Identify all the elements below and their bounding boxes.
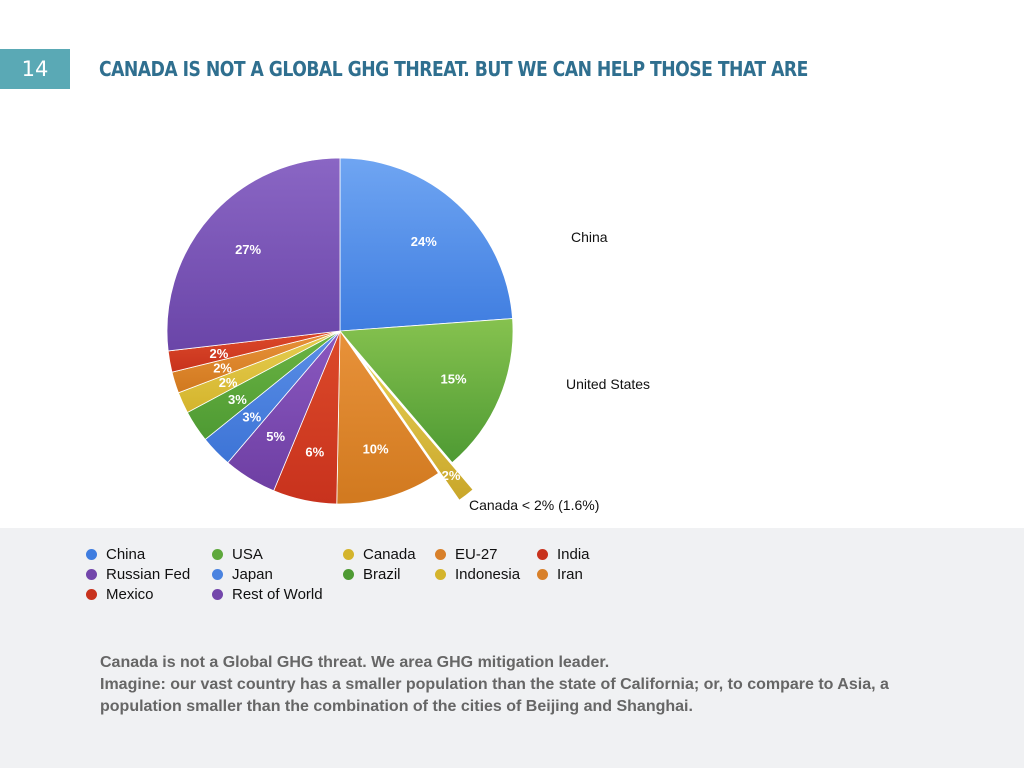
pie-slices [166,157,514,505]
legend-item-eu-27: EU-27 [435,545,537,563]
legend-item-china: China [86,545,212,563]
legend-label: Japan [232,565,273,583]
callout-united-states: United States [566,376,650,392]
pie-label-iran: 2% [213,361,232,376]
legend-swatch [212,548,223,560]
slide-title: CANADA IS NOT A GLOBAL GHG THREAT. BUT W… [99,57,808,81]
pie-slice-china [339,157,513,332]
pie-slice-rest-of-world [166,157,341,352]
callout-canada: Canada < 2% (1.6%) [469,497,599,513]
legend-item-mexico: Mexico [86,585,212,603]
legend-swatch [86,568,97,580]
legend-label: China [106,545,146,563]
pie-slice-canada [360,357,474,501]
legend-swatch [86,548,97,560]
legend-swatch [537,568,548,580]
pie-label-mexico: 2% [210,346,229,361]
footer-line-1: Canada is not a Global GHG threat. We ar… [100,654,610,671]
pie-slice-eu-27 [336,329,440,505]
legend-swatch [435,548,446,560]
legend-label: EU-27 [455,545,498,563]
legend-swatch [86,588,97,600]
footer-line-2: Imagine: our vast country has a smaller … [100,676,889,715]
legend-item-canada: Canada [343,545,435,563]
pie-label-china: 24% [411,234,437,249]
legend-item-usa: USA [212,545,343,563]
legend-item-japan: Japan [212,565,343,583]
legend-item-russian-fed: Russian Fed [86,565,212,583]
legend-label: Rest of World [232,585,323,603]
slide-number-badge: 14 [0,49,70,89]
legend-label: Iran [557,565,583,583]
bottom-panel [0,528,1024,768]
legend-label: Brazil [363,565,401,583]
pie-label-india: 6% [305,444,324,459]
legend-item-rest-of-world: Rest of World [212,585,343,603]
slide-number: 14 [21,57,49,81]
legend-swatch [537,548,548,560]
pie-chart: 24%15%2%10%6%5%3%3%2%2%2%27% China Unite… [166,157,650,513]
legend-item-indonesia: Indonesia [435,565,537,583]
pie-label-indonesia: 2% [219,375,238,390]
chart-legend: China USA Canada EU-27 India Russian Fed Japan… [86,545,617,603]
legend-label: Mexico [106,585,154,603]
legend-label: Indonesia [455,565,521,583]
legend-label: Russian Fed [106,565,191,583]
legend-item-brazil: Brazil [343,565,435,583]
callout-china: China [571,229,608,245]
legend-label: India [557,545,590,563]
pie-label-usa: 15% [440,372,466,387]
pie-label-eu-27: 10% [363,442,389,457]
footer-text: Canada is not a Global GHG threat. We ar… [100,652,960,718]
legend-swatch [343,548,354,560]
legend-item-india: India [537,545,617,563]
legend-label: Canada [363,545,416,563]
pie-label-russian-fed: 5% [266,429,285,444]
legend-swatch [212,588,223,600]
pie-label-japan: 3% [242,410,261,425]
pie-label-brazil: 3% [228,392,247,407]
legend-swatch [435,568,446,580]
legend-label: USA [232,545,263,563]
legend-swatch [343,568,354,580]
legend-swatch [212,568,223,580]
pie-label-rest-of-world: 27% [235,242,261,257]
pie-percent-labels: 24%15%2%10%6%5%3%3%2%2%2%27% [210,234,467,483]
legend-item-iran: Iran [537,565,617,583]
pie-label-canada: 2% [442,468,461,483]
pie-slice-usa [339,318,514,464]
